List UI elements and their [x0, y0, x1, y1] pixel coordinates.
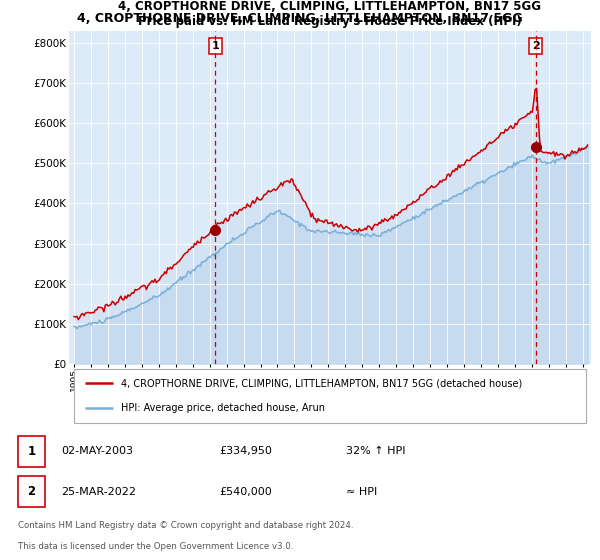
FancyBboxPatch shape	[74, 369, 586, 423]
Text: This data is licensed under the Open Government Licence v3.0.: This data is licensed under the Open Gov…	[18, 542, 293, 551]
Text: 32% ↑ HPI: 32% ↑ HPI	[346, 446, 406, 456]
Text: 1: 1	[211, 41, 219, 51]
Text: 02-MAY-2003: 02-MAY-2003	[61, 446, 133, 456]
Text: £540,000: £540,000	[220, 487, 272, 497]
Text: 4, CROPTHORNE DRIVE, CLIMPING, LITTLEHAMPTON, BN17 5GG (detached house): 4, CROPTHORNE DRIVE, CLIMPING, LITTLEHAM…	[121, 378, 523, 388]
Text: 2: 2	[532, 41, 539, 51]
Text: ≈ HPI: ≈ HPI	[346, 487, 377, 497]
FancyBboxPatch shape	[18, 436, 46, 466]
Text: HPI: Average price, detached house, Arun: HPI: Average price, detached house, Arun	[121, 403, 325, 413]
Text: 25-MAR-2022: 25-MAR-2022	[61, 487, 136, 497]
Text: 4, CROPTHORNE DRIVE, CLIMPING, LITTLEHAMPTON, BN17 5GG: 4, CROPTHORNE DRIVE, CLIMPING, LITTLEHAM…	[77, 12, 523, 25]
Text: 1: 1	[28, 445, 35, 458]
Text: 2: 2	[28, 485, 35, 498]
Text: Contains HM Land Registry data © Crown copyright and database right 2024.: Contains HM Land Registry data © Crown c…	[18, 521, 353, 530]
Title: 4, CROPTHORNE DRIVE, CLIMPING, LITTLEHAMPTON, BN17 5GG
Price paid vs. HM Land Re: 4, CROPTHORNE DRIVE, CLIMPING, LITTLEHAM…	[119, 0, 542, 28]
FancyBboxPatch shape	[18, 477, 46, 507]
Text: £334,950: £334,950	[220, 446, 272, 456]
